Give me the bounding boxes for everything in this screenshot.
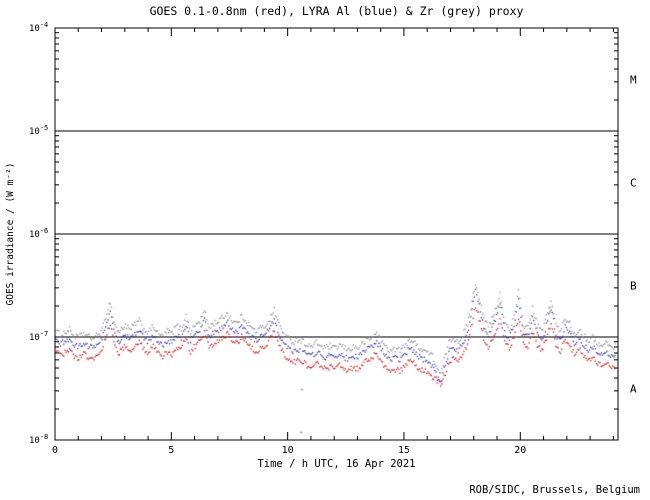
solar-flux-chart: GOES 0.1-0.8nm (red), LYRA Al (blue) & Z… xyxy=(0,0,650,500)
chart-points-canvas xyxy=(0,0,650,500)
